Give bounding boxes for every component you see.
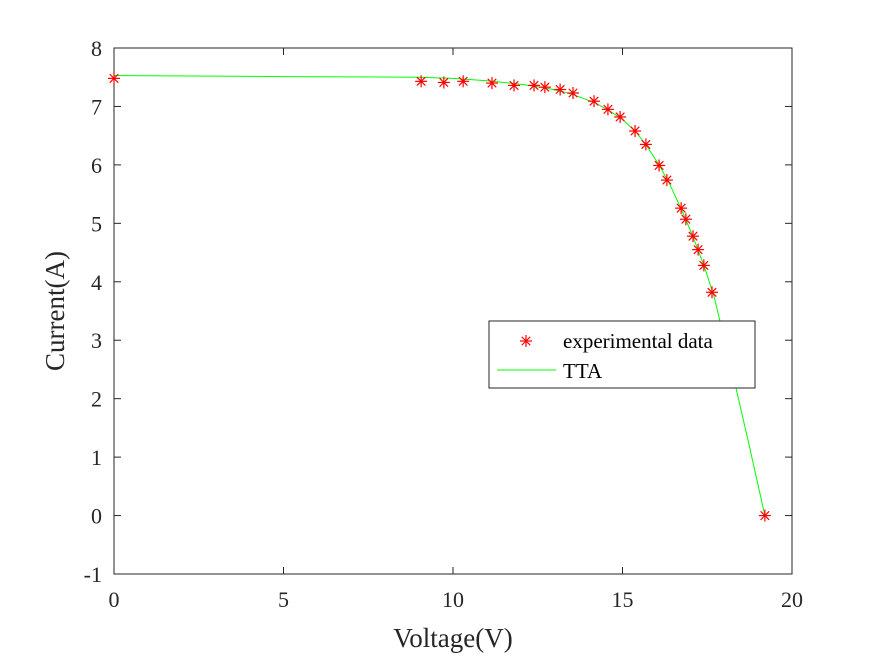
legend: experimental data TTA	[488, 320, 756, 389]
experimental-data-point	[567, 87, 580, 100]
y-tick-label: 1	[91, 445, 102, 470]
experimental-data-point	[457, 75, 470, 88]
plot-area	[113, 47, 793, 575]
experimental-data-point	[485, 77, 498, 90]
y-tick-label: 5	[91, 211, 102, 236]
y-tick-label: -1	[84, 562, 102, 587]
y-tick-label: 0	[91, 504, 102, 529]
experimental-data-point	[437, 76, 450, 89]
experimental-data-point	[629, 124, 642, 137]
experimental-data-point	[588, 95, 601, 108]
experimental-data-point	[538, 81, 551, 94]
y-tick-label: 6	[91, 153, 102, 178]
experimental-data-point	[675, 202, 688, 215]
legend-asterisk-mark	[520, 335, 532, 347]
experimental-data-point	[528, 79, 541, 92]
legend-asterisk-icon	[520, 335, 532, 347]
x-axis-label: Voltage(V)	[393, 623, 512, 653]
y-tick-label: 7	[91, 94, 102, 119]
experimental-data-point	[687, 230, 700, 243]
y-tick-label: 3	[91, 328, 102, 353]
x-tick-label: 5	[278, 587, 289, 612]
experimental-data-point	[758, 509, 771, 522]
legend-label-tta: TTA	[563, 359, 603, 383]
experimental-data-point	[653, 159, 666, 172]
legend-label-experimental: experimental data	[563, 329, 714, 353]
y-tick-label: 2	[91, 387, 102, 412]
experimental-data-point	[554, 83, 567, 96]
experimental-data-point	[108, 72, 120, 85]
y-tick-label: 4	[91, 270, 102, 295]
x-tick-label: 15	[612, 587, 634, 612]
x-tick-label: 0	[109, 587, 120, 612]
experimental-data-point	[692, 243, 705, 256]
legend-box	[488, 320, 756, 389]
experimental-data-point	[415, 75, 428, 88]
experimental-data-point	[508, 79, 521, 92]
experimental-data-point	[697, 259, 710, 272]
x-tick-label: 10	[442, 587, 464, 612]
x-tick-label: 20	[781, 587, 803, 612]
experimental-data-point	[601, 103, 614, 116]
y-tick-label: 8	[91, 36, 102, 61]
experimental-data-point	[679, 213, 692, 226]
experimental-data-point	[660, 174, 673, 187]
experimental-data-point	[639, 138, 652, 151]
experimental-data-point	[705, 286, 718, 299]
y-axis-label: Current(A)	[40, 251, 70, 371]
experimental-data-point	[614, 110, 627, 123]
